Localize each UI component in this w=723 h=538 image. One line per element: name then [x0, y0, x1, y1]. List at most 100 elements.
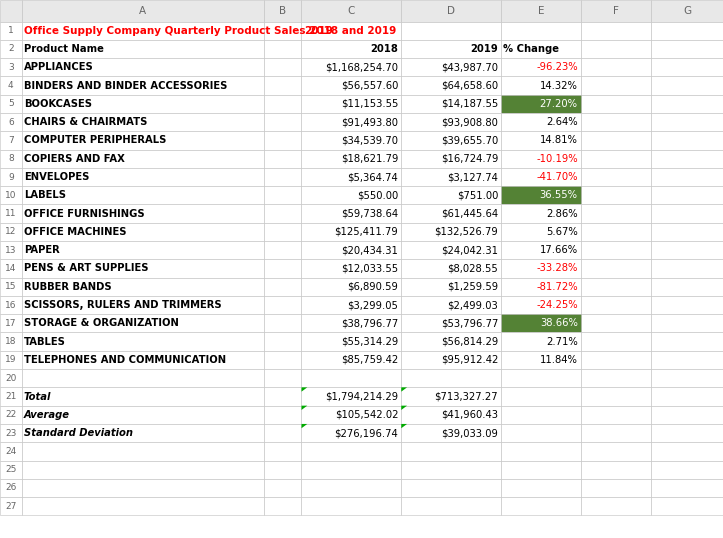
Bar	[401, 150, 501, 168]
Bar	[264, 424, 301, 442]
Bar	[581, 76, 651, 95]
Bar	[0, 369, 22, 387]
Bar	[0, 259, 22, 278]
Bar	[581, 259, 651, 278]
Bar	[0, 424, 22, 442]
Text: $59,738.64: $59,738.64	[341, 209, 398, 218]
Text: B: B	[279, 6, 286, 16]
Text: $38,796.77: $38,796.77	[341, 318, 398, 328]
Bar	[0, 497, 22, 515]
Bar	[301, 113, 401, 131]
Bar	[301, 461, 401, 479]
Bar	[264, 387, 301, 406]
Text: 25: 25	[5, 465, 17, 474]
Text: 17.66%: 17.66%	[539, 245, 578, 255]
Text: $713,327.27: $713,327.27	[435, 392, 498, 401]
Bar	[0, 278, 22, 296]
Bar	[651, 58, 723, 76]
Bar	[22, 204, 264, 223]
Text: $132,526.79: $132,526.79	[435, 227, 498, 237]
Bar	[651, 204, 723, 223]
Bar	[264, 296, 301, 314]
Text: 36.55%: 36.55%	[539, 190, 578, 200]
Bar	[301, 241, 401, 259]
Text: $2,499.03: $2,499.03	[448, 300, 498, 310]
Bar	[301, 332, 401, 351]
Bar	[22, 332, 264, 351]
Text: 27: 27	[5, 502, 17, 511]
Bar	[22, 461, 264, 479]
Bar	[264, 0, 301, 22]
Text: $12,033.55: $12,033.55	[341, 264, 398, 273]
Bar	[301, 424, 401, 442]
Bar	[0, 241, 22, 259]
Bar	[401, 131, 501, 150]
Text: 27.20%: 27.20%	[539, 99, 578, 109]
Bar	[501, 223, 581, 241]
Bar	[581, 442, 651, 461]
Bar	[651, 296, 723, 314]
Bar	[651, 369, 723, 387]
Bar	[581, 351, 651, 369]
Bar	[264, 186, 301, 204]
Text: 14.81%: 14.81%	[540, 136, 578, 145]
Bar	[651, 40, 723, 58]
Bar	[22, 22, 264, 40]
Bar	[301, 168, 401, 186]
Text: -81.72%: -81.72%	[536, 282, 578, 292]
Bar	[264, 442, 301, 461]
Bar	[0, 22, 22, 40]
Bar	[0, 314, 22, 332]
Bar	[501, 95, 581, 113]
Text: 2019: 2019	[471, 44, 498, 54]
Bar	[651, 314, 723, 332]
Bar	[651, 131, 723, 150]
Bar	[501, 76, 581, 95]
Bar	[401, 351, 501, 369]
Bar	[0, 442, 22, 461]
Bar	[501, 204, 581, 223]
Text: $751.00: $751.00	[457, 190, 498, 200]
Bar	[22, 406, 264, 424]
Bar	[581, 204, 651, 223]
Bar	[581, 131, 651, 150]
Bar	[581, 150, 651, 168]
Text: $276,196.74: $276,196.74	[335, 428, 398, 438]
Bar	[264, 332, 301, 351]
Bar	[264, 278, 301, 296]
Text: 2.71%: 2.71%	[546, 337, 578, 346]
Text: 10: 10	[5, 191, 17, 200]
Text: E: E	[538, 6, 544, 16]
Bar	[501, 113, 581, 131]
Bar	[0, 223, 22, 241]
Text: 8: 8	[8, 154, 14, 163]
Text: Office Supply Company Quarterly Product Sales 2018 and 2019: Office Supply Company Quarterly Product …	[24, 26, 396, 36]
Text: 2018: 2018	[370, 44, 398, 54]
Text: 9: 9	[8, 173, 14, 181]
Bar	[22, 259, 264, 278]
Bar	[401, 424, 501, 442]
Bar	[651, 461, 723, 479]
Polygon shape	[401, 387, 407, 392]
Bar	[0, 113, 22, 131]
Bar	[501, 278, 581, 296]
Bar	[651, 168, 723, 186]
Bar	[501, 168, 581, 186]
Bar	[264, 497, 301, 515]
Text: $125,411.79: $125,411.79	[335, 227, 398, 237]
Bar	[651, 22, 723, 40]
Text: $53,796.77: $53,796.77	[441, 318, 498, 328]
Bar	[22, 186, 264, 204]
Text: RUBBER BANDS: RUBBER BANDS	[24, 282, 111, 292]
Bar	[651, 497, 723, 515]
Bar	[581, 0, 651, 22]
Bar	[301, 95, 401, 113]
Bar	[581, 296, 651, 314]
Bar	[651, 442, 723, 461]
Text: $39,655.70: $39,655.70	[441, 136, 498, 145]
Bar	[0, 0, 22, 22]
Text: $43,987.70: $43,987.70	[441, 62, 498, 72]
Bar	[651, 223, 723, 241]
Text: 3: 3	[8, 63, 14, 72]
Bar	[501, 351, 581, 369]
